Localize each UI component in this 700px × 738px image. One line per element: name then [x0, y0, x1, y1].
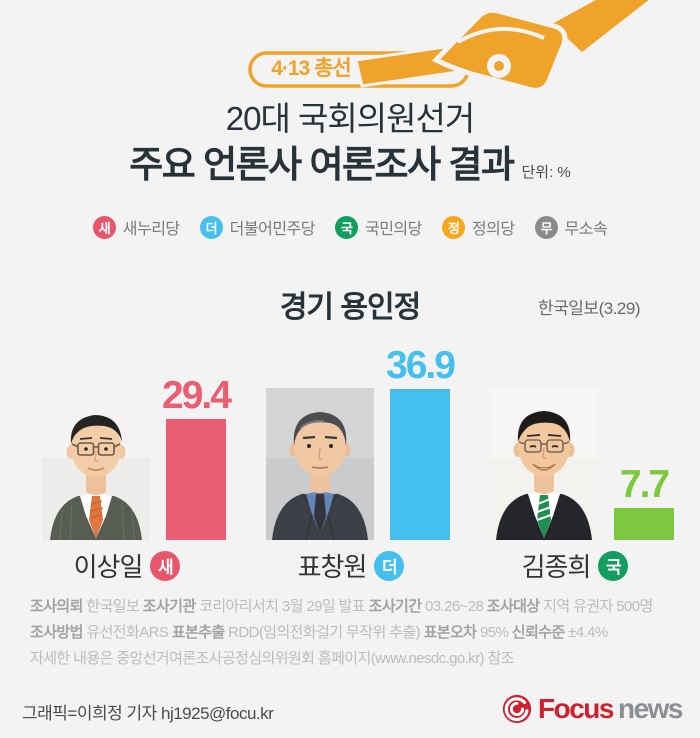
bar-value: 36.9 — [386, 344, 456, 387]
ballot-hand-icon — [248, 0, 649, 93]
party-badge-icon: 새 — [150, 550, 181, 581]
graphic-credit: 그래픽=이희정 기자 hj1925@focu.kr — [22, 704, 274, 723]
legend-item-independent: 무 무소속 — [534, 215, 608, 239]
candidate-label: 이상일 새 — [47, 547, 207, 584]
footnotes: 조사의뢰 한국일보 조사기관 코리아리서치 3월 29일 발표 조사기간 03.… — [30, 594, 678, 672]
footnote-line: 조사의뢰 한국일보 조사기관 코리아리서치 3월 29일 발표 조사기간 03.… — [30, 598, 653, 615]
minjoo-badge-icon: 더 — [199, 215, 223, 239]
footnote-line: 자세한 내용은 중앙선거여론조사공정심의위원회 홈페이지(www.nesdc.g… — [30, 650, 514, 667]
district-section-header: 경기 용인정 한국일보(3.29) — [0, 282, 700, 324]
candidate-column: 36.9 표창원 더 — [266, 346, 456, 585]
party-badge-icon: 국 — [598, 550, 629, 581]
district-title: 경기 용인정 — [279, 291, 421, 324]
title-line2-text: 주요 언론사 여론조사 결과 — [129, 144, 515, 185]
legend-label: 무소속 — [564, 221, 608, 238]
unit-label: 단위: % — [521, 164, 571, 181]
candidate-photo — [266, 388, 374, 540]
poll-source-label: 한국일보(3.29) — [538, 299, 640, 318]
result-bar — [166, 419, 226, 540]
bar-value: 29.4 — [162, 374, 232, 417]
legend-item-minjoo: 더 더불어민주당 — [199, 215, 316, 239]
candidate-name: 이상일 — [73, 552, 144, 582]
candidate-name: 김종희 — [521, 552, 592, 582]
candidate-photo — [490, 388, 598, 540]
independent-badge-icon: 무 — [534, 215, 558, 239]
candidate-name: 표창원 — [297, 552, 368, 582]
focus-swirl-icon — [502, 694, 532, 724]
kukmin-badge-icon: 국 — [334, 215, 358, 239]
legend-item-saenuri: 새 새누리당 — [92, 215, 180, 239]
legend-label: 국민의당 — [364, 221, 422, 238]
party-badge-icon: 더 — [374, 550, 405, 581]
logo-text-focus: Focus — [538, 693, 614, 724]
portrait-illustration — [266, 388, 374, 540]
legend-label: 정의당 — [471, 221, 515, 238]
candidate-label: 김종희 국 — [495, 547, 655, 584]
election-banner: 4·13 총선 — [248, 0, 649, 93]
result-bar — [390, 389, 450, 540]
page-title: 20대 국회의원선거 주요 언론사 여론조사 결과 단위: % — [0, 97, 700, 197]
title-line2: 주요 언론사 여론조사 결과 단위: % — [0, 141, 700, 197]
legend-item-kukmin: 국 국민의당 — [334, 215, 422, 239]
legend-label: 새누리당 — [122, 221, 180, 238]
poll-bar-chart: 29.4 이상일 새 — [0, 346, 700, 585]
result-bar — [614, 508, 674, 540]
election-date-badge: 4·13 총선 — [271, 57, 351, 80]
logo-text-news: news — [617, 693, 684, 724]
legend-item-justice: 정 정의당 — [441, 215, 515, 239]
focus-news-logo: Focus news — [501, 693, 684, 725]
candidate-column: 7.7 김종희 국 — [490, 355, 675, 585]
saenuri-badge-icon: 새 — [92, 215, 116, 239]
candidate-photo — [42, 388, 150, 540]
legend-label: 더불어민주당 — [229, 221, 316, 238]
footnote-line: 조사방법 유선전화ARS 표본추출 RDD(임의전화걸기 무작위 추출) 표본오… — [30, 624, 608, 641]
portrait-illustration — [42, 388, 150, 540]
party-legend: 새 새누리당 더 더불어민주당 국 국민의당 정 정의당 무 무소속 — [0, 215, 700, 239]
candidate-column: 29.4 이상일 새 — [42, 355, 232, 585]
justice-badge-icon: 정 — [441, 215, 465, 239]
portrait-illustration — [490, 388, 598, 540]
candidate-label: 표창원 더 — [271, 547, 431, 584]
bar-value: 7.7 — [619, 463, 670, 506]
title-line1: 20대 국회의원선거 — [225, 100, 475, 137]
